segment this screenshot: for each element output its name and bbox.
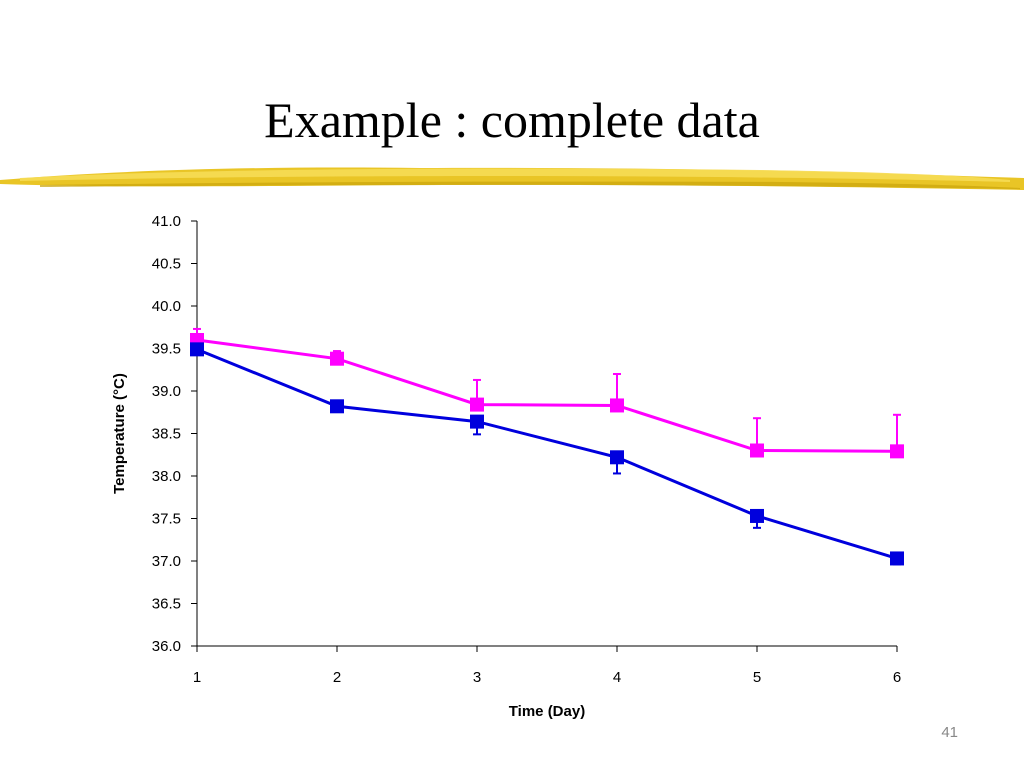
data-point-marker: [610, 450, 624, 465]
x-axis-title: Time (Day): [509, 703, 585, 720]
data-point-marker: [330, 351, 344, 366]
series-line: [196, 338, 898, 453]
data-point-marker: [610, 398, 624, 413]
y-tick-label: 36.0: [152, 638, 181, 655]
brush-stroke-divider: [0, 167, 1024, 190]
data-point-marker: [750, 508, 764, 523]
x-tick-label: 2: [333, 669, 341, 686]
series-blue-series: [190, 342, 904, 566]
data-point-marker: [470, 414, 484, 429]
y-tick-label: 37.0: [152, 553, 181, 570]
slide-number: 41: [941, 724, 958, 741]
y-tick-label: 38.0: [152, 468, 181, 485]
slide-title: Example : complete data: [264, 92, 760, 148]
data-point-marker: [330, 399, 344, 414]
data-point-marker: [750, 443, 764, 458]
y-tick-label: 38.5: [152, 426, 181, 443]
data-point-marker: [470, 397, 484, 412]
x-tick-label: 3: [473, 669, 481, 686]
y-tick-label: 39.5: [152, 341, 181, 358]
y-tick-label: 37.5: [152, 511, 181, 528]
y-tick-label: 41.0: [152, 213, 181, 230]
y-tick-label: 40.5: [152, 256, 181, 273]
series-line: [196, 347, 898, 560]
y-axis-title: Temperature (°C): [111, 373, 128, 494]
brush-stroke-shadow: [40, 181, 1020, 189]
axes: [196, 221, 897, 647]
y-tick-label: 40.0: [152, 298, 181, 315]
x-tick-label: 1: [193, 669, 201, 686]
brush-stroke-highlight: [20, 168, 1010, 182]
y-tick-label: 39.0: [152, 383, 181, 400]
series-magenta-series: [190, 327, 904, 459]
data-series: [190, 327, 904, 566]
data-point-marker: [190, 342, 204, 357]
y-tick-label: 36.5: [152, 596, 181, 613]
x-tick-label: 6: [893, 669, 901, 686]
x-tick-label: 5: [753, 669, 761, 686]
x-axis-ticks: 1 2 3 4 5 6: [193, 646, 901, 686]
data-point-marker: [890, 444, 904, 459]
x-tick-label: 4: [613, 669, 621, 686]
y-axis-ticks: 36.0 36.5 37.0 37.5 38.0 38.5 39.0 39.5 40.0 40.5…: [152, 213, 197, 655]
data-point-marker: [890, 551, 904, 566]
